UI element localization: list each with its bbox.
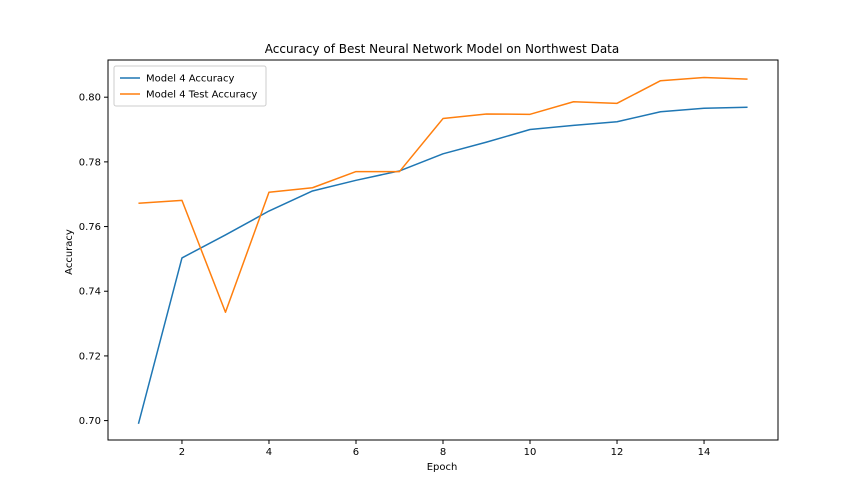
legend: Model 4 Accuracy Model 4 Test Accuracy xyxy=(113,65,267,107)
series-line-1 xyxy=(137,106,748,425)
y-tick-label: 0.74 xyxy=(79,287,101,298)
y-tick-label: 0.76 xyxy=(79,222,101,233)
legend-label: Model 4 Accuracy xyxy=(146,74,234,85)
legend-label: Model 4 Test Accuracy xyxy=(146,90,257,101)
plot-area xyxy=(107,59,779,441)
x-tick-label: 12 xyxy=(611,447,624,458)
series-layer xyxy=(137,76,748,425)
x-axis-label: Epoch xyxy=(427,462,458,473)
y-tick-label: 0.80 xyxy=(79,93,101,104)
series-line-2 xyxy=(138,76,748,314)
y-axis: 0.70 0.72 0.74 0.76 0.78 0.80 xyxy=(79,93,108,427)
x-tick-label: 10 xyxy=(524,447,537,458)
y-axis-label: Accuracy xyxy=(64,229,75,275)
x-tick-label: 2 xyxy=(179,447,185,458)
y-tick-label: 0.70 xyxy=(79,416,101,427)
chart-title: Accuracy of Best Neural Network Model on… xyxy=(265,42,619,56)
x-tick-label: 6 xyxy=(353,447,359,458)
x-axis: 2 4 6 8 10 12 14 xyxy=(179,440,711,458)
y-tick-label: 0.72 xyxy=(79,351,101,362)
x-tick-label: 4 xyxy=(266,447,272,458)
y-tick-label: 0.78 xyxy=(79,157,101,168)
legend-box xyxy=(113,65,267,107)
x-tick-label: 8 xyxy=(440,447,446,458)
x-tick-label: 14 xyxy=(698,447,711,458)
plot-frame xyxy=(107,59,779,441)
